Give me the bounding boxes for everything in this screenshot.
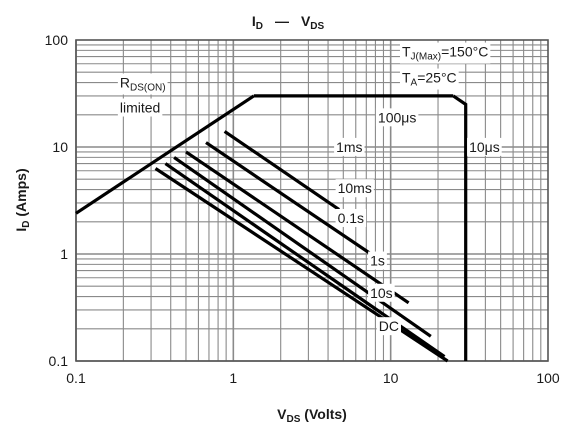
annotation-text: 10s: [370, 285, 393, 301]
annotations: TJ(Max)=150°CTA=25°CRDS(ON)limited100μs1…: [117, 42, 502, 336]
x-tick-label: 0.1: [66, 370, 86, 386]
annotation-bg: [376, 317, 401, 336]
chart-title: ID — VDS: [252, 13, 325, 32]
annotation-a1ms: 1ms: [334, 137, 365, 156]
annotation-bg: [334, 137, 365, 156]
y-axis-label: ID (Amps): [13, 168, 32, 231]
annotation-text: 1s: [370, 253, 385, 269]
annotation-adc: DC: [376, 317, 401, 336]
series-line-6: [173, 156, 432, 338]
series-line-3: [223, 130, 341, 211]
annotation-text: limited: [120, 100, 160, 116]
annotation-bg: [368, 251, 387, 270]
annotation-main: 10ms: [338, 180, 372, 196]
annotation-bg: [368, 283, 395, 302]
annotation-a1s: 1s: [368, 251, 387, 270]
annotation-sub: DS(ON): [130, 82, 166, 93]
series-line-5: [185, 150, 410, 305]
series-line-4: [205, 141, 372, 256]
annotation-main: limited: [120, 100, 160, 116]
x-tick-label: 10: [383, 370, 399, 386]
annotation-bg: [375, 108, 419, 127]
annotation-text: DC: [379, 318, 399, 334]
annotation-sub: J(Max): [411, 52, 442, 63]
x-tick-label: 1: [229, 370, 237, 386]
annotation-a01s: 0.1s: [335, 208, 367, 227]
annotation-bg: [335, 208, 367, 227]
annotation-bg: [399, 42, 491, 64]
annotation-ta: TA=25°C: [399, 68, 459, 90]
y-tick-label: 0.1: [49, 353, 69, 369]
annotation-a10s: 10s: [368, 283, 395, 302]
y-tick-label: 1: [60, 246, 68, 262]
annotation-text: 10μs: [469, 139, 500, 155]
annotation-bg: [399, 68, 459, 90]
annotation-text: 0.1s: [338, 210, 364, 226]
annotation-text: 10ms: [338, 180, 372, 196]
annotation-text: 1ms: [336, 139, 362, 155]
annotation-tj: TJ(Max)=150°C: [399, 42, 491, 64]
x-tick-label: 100: [536, 370, 560, 386]
annotation-main: 1s: [370, 253, 385, 269]
annotation-main: 100μs: [378, 109, 416, 125]
annotation-rest: =25°C: [417, 70, 456, 86]
annotation-main: 0.1s: [338, 210, 364, 226]
tick-labels: 0.1 1 10 100 0.1 1 10 100: [45, 32, 560, 386]
series-line-0: [75, 94, 255, 215]
annotation-main: 10s: [370, 285, 393, 301]
annotation-bg: [467, 137, 502, 156]
annotation-a100us: 100μs: [375, 108, 419, 127]
y-tick-label: 10: [52, 139, 68, 155]
annotation-main: DC: [379, 318, 399, 334]
x-axis-label: VDS (Volts): [277, 406, 347, 425]
annotation-text: RDS(ON): [120, 74, 166, 93]
annotation-text: TA=25°C: [402, 70, 457, 89]
annotation-sub: A: [411, 78, 418, 89]
annotation-bg: [335, 179, 374, 198]
annotation-bg: [117, 73, 168, 95]
annotation-a10us: 10μs: [467, 137, 502, 156]
annotation-main: T: [402, 70, 411, 86]
annotation-main: T: [402, 44, 411, 60]
plot-frame: [75, 39, 549, 362]
annotation-main: 10μs: [469, 139, 500, 155]
annotation-text: 100μs: [378, 109, 416, 125]
annotation-main: R: [120, 74, 130, 90]
annotation-rds: RDS(ON): [117, 73, 168, 95]
y-tick-label: 100: [45, 32, 69, 48]
annotation-a10ms: 10ms: [335, 179, 374, 198]
annotation-bg: [117, 98, 163, 117]
series-line-2: [452, 94, 468, 361]
annotation-main: 1ms: [336, 139, 362, 155]
annotation-lim: limited: [117, 98, 163, 117]
annotation-rest: =150°C: [441, 44, 488, 60]
annotation-text: TJ(Max)=150°C: [402, 44, 488, 63]
